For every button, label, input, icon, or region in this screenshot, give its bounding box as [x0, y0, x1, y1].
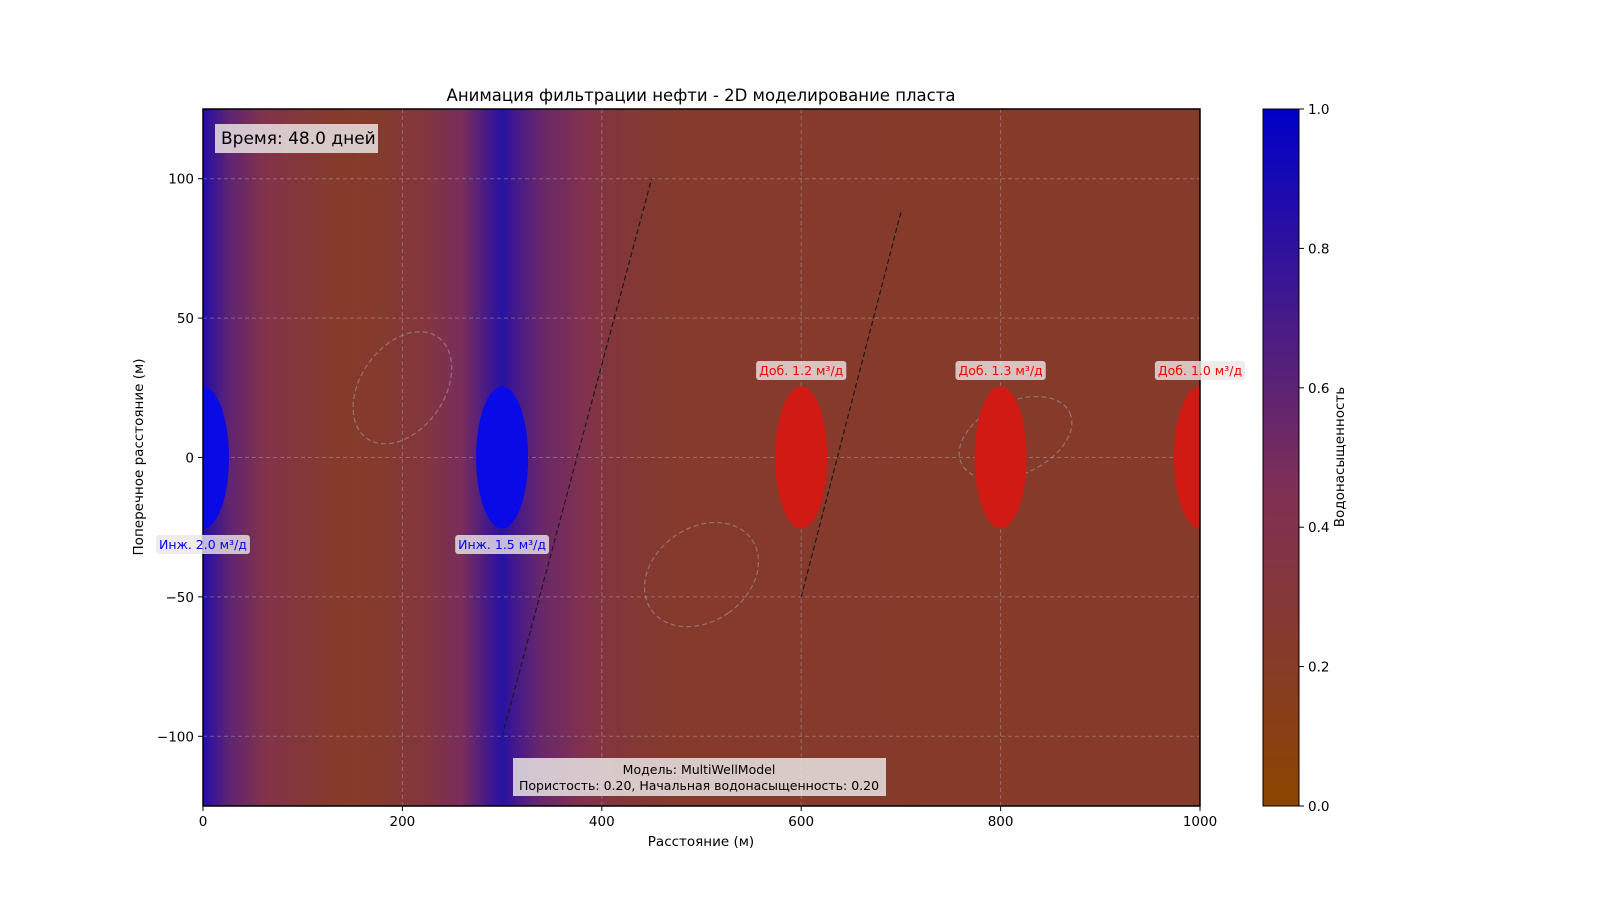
plot-area	[203, 109, 1200, 806]
injector-well	[476, 386, 529, 529]
injector-well	[203, 386, 229, 529]
info-params: Пористость: 0.20, Начальная водонасыщенн…	[519, 778, 879, 793]
x-tick-label: 1000	[1183, 814, 1217, 830]
colorbar-tick-label: 0.6	[1308, 381, 1329, 397]
colorbar-label: Водонасыщенность	[1332, 387, 1348, 528]
colorbar: 0.0 0.2 0.4 0.6 0.8 1.0 Водонасыщенность	[1262, 102, 1348, 815]
colorbar-tick-label: 0.8	[1308, 241, 1329, 257]
x-tick-label: 800	[988, 814, 1014, 830]
well-label-box	[955, 361, 1046, 380]
colorbar-tick-label: 1.0	[1308, 102, 1329, 118]
time-label: Время: 48.0 дней	[221, 129, 376, 149]
well-label-box	[1154, 361, 1246, 380]
colorbar-tick-label: 0.4	[1308, 520, 1329, 536]
y-axis-ticks: −100 −50 0 50 100	[157, 172, 203, 745]
y-tick-label: 0	[185, 451, 194, 467]
wells	[203, 386, 1200, 529]
saturation-field	[203, 109, 1200, 806]
well-label-text: Инж. 2.0 м³/д	[159, 537, 247, 552]
fault-line	[501, 178, 653, 737]
x-tick-label: 0	[199, 814, 208, 830]
producer-well	[974, 386, 1027, 529]
x-tick-label: 200	[390, 814, 416, 830]
y-axis-label: Поперечное расстояние (м)	[131, 359, 147, 556]
well-label-box	[455, 535, 550, 554]
colorbar-ticks: 0.0 0.2 0.4 0.6 0.8 1.0	[1299, 102, 1329, 815]
well-label-text: Доб. 1.2 м³/д	[759, 363, 843, 378]
fault-line	[800, 212, 902, 598]
y-tick-label: −100	[157, 729, 194, 745]
x-axis-ticks: 0 200 400 600 800 1000	[199, 806, 1217, 830]
info-model: Модель: MultiWellModel	[623, 762, 776, 777]
heterogeneities	[352, 331, 1073, 628]
producer-label: Доб. 1.0 м³/д	[1154, 361, 1246, 380]
colorbar-tick-label: 0.2	[1308, 660, 1329, 676]
info-box: Модель: MultiWellModel Пористость: 0.20,…	[513, 758, 886, 796]
heterogeneity-ellipse	[352, 331, 453, 445]
well-label-box	[756, 361, 847, 380]
producer-label: Доб. 1.3 м³/д	[955, 361, 1046, 380]
y-tick-label: 50	[177, 311, 194, 327]
colorbar-bar	[1262, 108, 1300, 807]
faults	[501, 178, 902, 737]
x-tick-label: 400	[589, 814, 615, 830]
producer-label: Доб. 1.2 м³/д	[756, 361, 847, 380]
well-label-text: Доб. 1.3 м³/д	[958, 363, 1042, 378]
x-tick-label: 600	[788, 814, 814, 830]
producer-well	[775, 386, 828, 529]
well-label-text: Инж. 1.5 м³/д	[458, 537, 546, 552]
well-label-box	[156, 535, 250, 554]
injector-label: Инж. 2.0 м³/д	[156, 535, 250, 554]
producer-well	[1174, 386, 1200, 529]
y-tick-label: −50	[166, 590, 195, 606]
time-box: Время: 48.0 дней	[215, 124, 378, 153]
well-label-text: Доб. 1.0 м³/д	[1158, 363, 1242, 378]
colorbar-tick-label: 0.0	[1308, 799, 1329, 815]
heterogeneity-ellipse	[643, 521, 760, 628]
heterogeneity-ellipse	[958, 395, 1073, 481]
well-labels: Инж. 2.0 м³/д Инж. 1.5 м³/д Доб. 1.2 м³/д Д…	[156, 361, 1246, 554]
x-axis-label: Расстояние (м)	[648, 834, 754, 850]
y-tick-label: 100	[168, 172, 194, 188]
chart-title: Анимация фильтрации нефти - 2D моделиров…	[447, 86, 956, 105]
injector-label: Инж. 1.5 м³/д	[455, 535, 550, 554]
grid	[203, 109, 1200, 806]
